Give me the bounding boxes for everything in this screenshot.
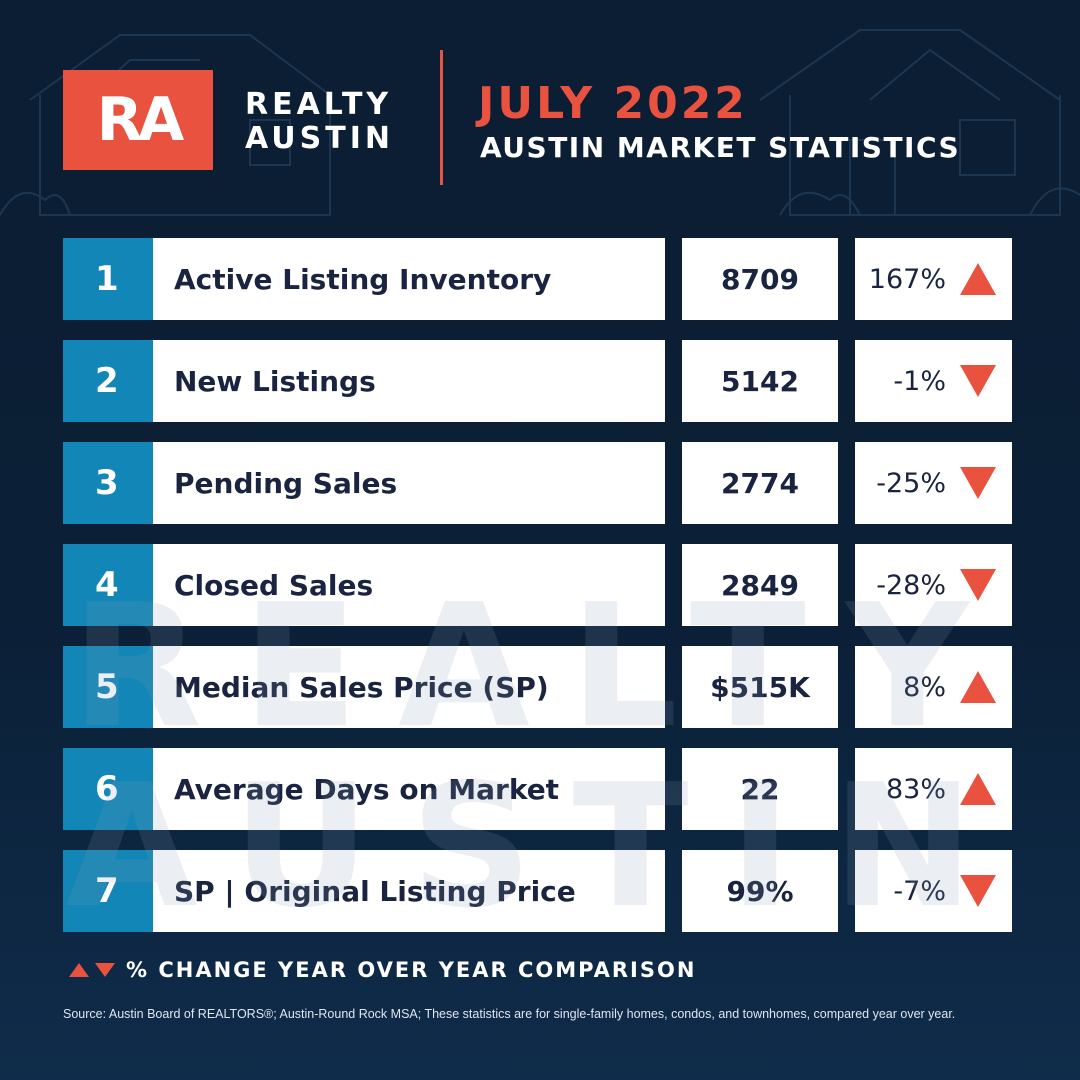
stat-label: Pending Sales: [174, 466, 398, 500]
source-note: Source: Austin Board of REALTORS®; Austi…: [63, 1007, 956, 1021]
stat-row: Average Days on Market 6 22 83%: [0, 748, 1080, 830]
stat-number: 2: [95, 361, 119, 401]
stat-change: 8%: [903, 671, 946, 703]
stat-change-cell: 83%: [855, 748, 1012, 830]
stat-label-cell: Median Sales Price (SP): [140, 646, 665, 728]
stat-value-cell: 5142: [682, 340, 838, 422]
stat-value: 2774: [721, 466, 799, 500]
triangle-down-icon: [95, 963, 115, 977]
stat-value: 2849: [721, 568, 799, 602]
stat-value-cell: 2849: [682, 544, 838, 626]
stat-number-tab: 6: [63, 748, 153, 830]
header-divider: [440, 50, 443, 185]
triangle-down-icon: [960, 467, 996, 499]
stat-number-tab: 4: [63, 544, 153, 626]
stat-number-tab: 1: [63, 238, 153, 320]
stat-number: 7: [95, 871, 119, 911]
triangle-up-icon: [960, 671, 996, 703]
stat-change-cell: -28%: [855, 544, 1012, 626]
stat-change: 83%: [885, 773, 946, 805]
stat-number: 3: [95, 463, 119, 503]
stat-value: 5142: [721, 364, 799, 398]
stat-change: 167%: [868, 263, 946, 295]
stat-change-cell: 167%: [855, 238, 1012, 320]
stat-label-cell: Active Listing Inventory: [140, 238, 665, 320]
header: RA REALTY AUSTIN JULY 2022 AUSTIN MARKET…: [0, 0, 1080, 230]
stat-row: Pending Sales 3 2774 -25%: [0, 442, 1080, 524]
stat-number: 4: [95, 565, 119, 605]
stat-value: 99%: [726, 874, 794, 908]
triangle-down-icon: [960, 875, 996, 907]
logo-badge: RA: [63, 70, 213, 170]
triangle-up-icon: [69, 963, 89, 977]
stat-row: SP | Original Listing Price 7 99% -7%: [0, 850, 1080, 932]
stat-change: -7%: [893, 875, 946, 907]
stat-label-cell: Pending Sales: [140, 442, 665, 524]
legend-text: % CHANGE YEAR OVER YEAR COMPARISON: [126, 958, 697, 982]
stat-value: 8709: [721, 262, 799, 296]
stat-label: SP | Original Listing Price: [174, 874, 576, 908]
stat-value-cell: 99%: [682, 850, 838, 932]
stat-value-cell: 22: [682, 748, 838, 830]
stat-label: Average Days on Market: [174, 772, 560, 806]
stat-number: 6: [95, 769, 119, 809]
stat-label: New Listings: [174, 364, 376, 398]
stat-label: Active Listing Inventory: [174, 262, 552, 296]
stat-number-tab: 5: [63, 646, 153, 728]
stat-value-cell: 2774: [682, 442, 838, 524]
stat-value-cell: $515K: [682, 646, 838, 728]
stat-row: Active Listing Inventory 1 8709 167%: [0, 238, 1080, 320]
stat-change: -28%: [876, 569, 946, 601]
stat-number-tab: 2: [63, 340, 153, 422]
stat-change: -1%: [893, 365, 946, 397]
report-month: JULY 2022: [478, 78, 748, 129]
stat-change-cell: -7%: [855, 850, 1012, 932]
triangle-down-icon: [960, 365, 996, 397]
legend: % CHANGE YEAR OVER YEAR COMPARISON: [68, 958, 696, 982]
stat-label-cell: New Listings: [140, 340, 665, 422]
stat-number: 5: [95, 667, 119, 707]
logo-text: RA: [96, 85, 185, 155]
stat-change: -25%: [876, 467, 946, 499]
stat-label-cell: Average Days on Market: [140, 748, 665, 830]
report-subtitle: AUSTIN MARKET STATISTICS: [480, 131, 961, 164]
triangle-up-icon: [960, 773, 996, 805]
stat-row: Closed Sales 4 2849 -28%: [0, 544, 1080, 626]
stat-row: Median Sales Price (SP) 5 $515K 8%: [0, 646, 1080, 728]
stat-row: New Listings 2 5142 -1%: [0, 340, 1080, 422]
stat-number-tab: 7: [63, 850, 153, 932]
triangle-up-icon: [960, 263, 996, 295]
stat-value-cell: 8709: [682, 238, 838, 320]
brand-name-line1: REALTY: [245, 87, 393, 122]
stat-change-cell: -1%: [855, 340, 1012, 422]
stat-label-cell: Closed Sales: [140, 544, 665, 626]
stat-label: Median Sales Price (SP): [174, 670, 549, 704]
stat-label-cell: SP | Original Listing Price: [140, 850, 665, 932]
stat-change-cell: 8%: [855, 646, 1012, 728]
stat-number: 1: [95, 259, 119, 299]
stat-number-tab: 3: [63, 442, 153, 524]
stat-change-cell: -25%: [855, 442, 1012, 524]
stat-value: 22: [740, 772, 780, 806]
triangle-down-icon: [960, 569, 996, 601]
brand-name-line2: AUSTIN: [245, 121, 394, 156]
stat-label: Closed Sales: [174, 568, 374, 602]
stat-value: $515K: [710, 670, 810, 704]
